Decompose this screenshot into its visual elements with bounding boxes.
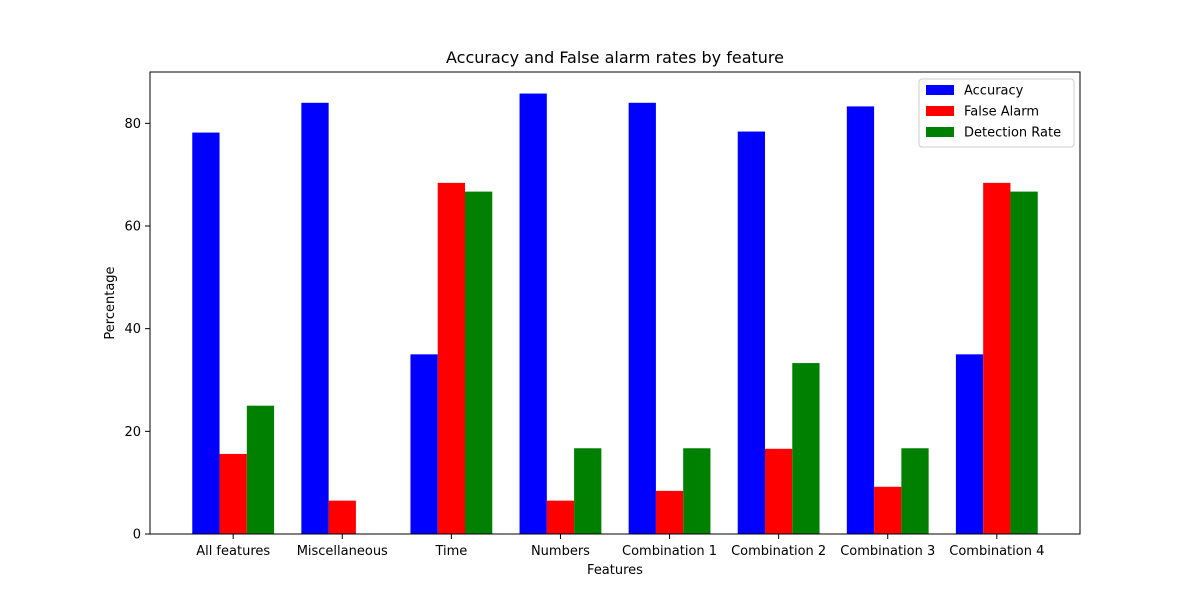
bars-layer xyxy=(192,93,1038,535)
x-tick-label: Numbers xyxy=(531,544,590,559)
bar-false-alarm-2 xyxy=(437,182,465,534)
y-axis-label: Percentage xyxy=(103,266,118,339)
bar-detection-rate-4 xyxy=(683,448,711,534)
bar-accuracy-3 xyxy=(519,93,547,534)
bar-accuracy-4 xyxy=(628,102,656,535)
bar-false-alarm-6 xyxy=(874,486,902,534)
y-tick-label: 0 xyxy=(133,528,141,543)
legend: Accuracy False Alarm Detection Rate xyxy=(918,78,1075,148)
x-tick-label: Combination 3 xyxy=(840,544,935,559)
y-tick-label: 20 xyxy=(124,425,141,440)
legend-box xyxy=(918,78,1075,148)
bar-detection-rate-0 xyxy=(246,405,275,534)
x-tick-label: All features xyxy=(196,544,270,559)
chart-title: Accuracy and False alarm rates by featur… xyxy=(446,48,784,67)
bar-detection-rate-6 xyxy=(901,448,929,534)
bar-accuracy-1 xyxy=(301,102,329,535)
bar-detection-rate-7 xyxy=(1010,191,1038,534)
bar-accuracy-7 xyxy=(955,354,984,534)
bar-false-alarm-1 xyxy=(328,500,356,534)
legend-label: Accuracy xyxy=(964,84,1024,99)
bar-detection-rate-3 xyxy=(574,448,602,534)
legend-swatch xyxy=(926,106,954,116)
bar-accuracy-2 xyxy=(410,354,438,534)
x-tick-label: Combination 1 xyxy=(622,544,717,559)
bar-false-alarm-4 xyxy=(655,490,684,534)
bar-accuracy-0 xyxy=(192,132,220,534)
y-tick-label: 40 xyxy=(124,322,141,337)
y-tick-label: 80 xyxy=(124,117,141,132)
bar-false-alarm-5 xyxy=(765,448,793,534)
x-axis-label: Features xyxy=(587,563,643,578)
bar-accuracy-6 xyxy=(846,106,875,534)
x-tick-label: Time xyxy=(434,544,467,559)
x-tick-label: Miscellaneous xyxy=(297,544,388,559)
legend-label: Detection Rate xyxy=(964,126,1061,141)
x-axis: All features Miscellaneous Time Numbers Comb… xyxy=(196,534,1044,559)
legend-swatch xyxy=(926,127,954,137)
bar-detection-rate-2 xyxy=(465,191,493,534)
bar-false-alarm-0 xyxy=(219,453,247,534)
x-tick-label: Combination 2 xyxy=(731,544,826,559)
legend-label: False Alarm xyxy=(964,105,1039,120)
legend-swatch xyxy=(926,85,954,95)
plot-frame xyxy=(149,71,1081,535)
bar-false-alarm-7 xyxy=(983,182,1011,534)
x-tick-label: Combination 4 xyxy=(949,544,1044,559)
y-axis: 0 20 40 60 80 xyxy=(124,117,150,543)
bar-false-alarm-3 xyxy=(546,500,575,534)
bar-accuracy-5 xyxy=(737,131,765,534)
y-tick-label: 60 xyxy=(124,220,141,235)
bar-detection-rate-5 xyxy=(792,363,820,534)
